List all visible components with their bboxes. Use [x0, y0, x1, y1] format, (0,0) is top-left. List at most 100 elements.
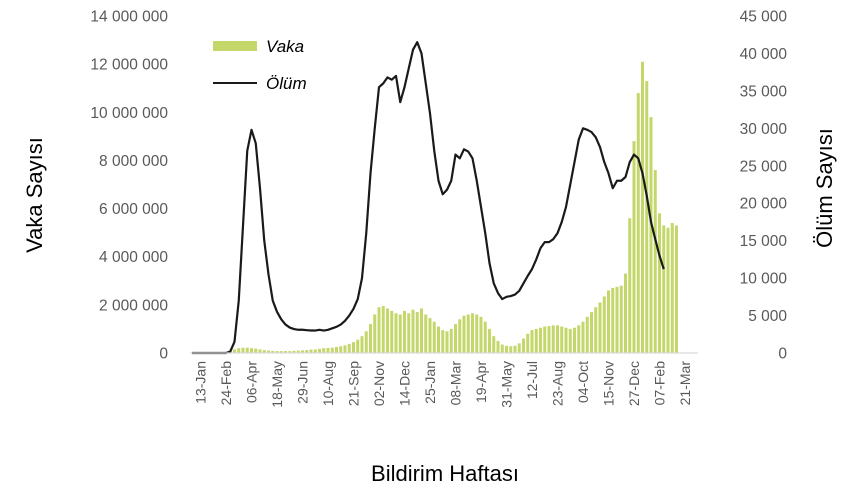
x-tick-label: 12-Jul: [524, 361, 540, 399]
y-left-tick-label: 10 000 000: [90, 105, 168, 122]
bar-vaka: [522, 338, 525, 353]
bar-vaka: [271, 350, 275, 353]
x-tick-label: 07-Feb: [652, 361, 668, 406]
bar-vaka: [577, 325, 581, 353]
bar-vaka: [653, 170, 657, 353]
bar-vaka: [526, 333, 530, 353]
y-left-tick-label: 14 000 000: [90, 9, 168, 26]
bar-vaka: [258, 349, 262, 353]
bar-vaka: [611, 288, 615, 353]
bar-vaka: [475, 314, 479, 353]
bar-vaka: [666, 227, 670, 353]
y-right-tick-label: 0: [778, 346, 787, 363]
x-tick-label: 15-Nov: [601, 361, 617, 406]
bar-vaka: [645, 80, 649, 354]
bar-vaka: [352, 342, 355, 353]
bar-vaka: [488, 328, 491, 353]
y-left-tick-label: 8 000 000: [99, 153, 168, 170]
x-tick-label: 21-Sep: [346, 361, 362, 406]
y-right-tick-label: 30 000: [740, 121, 788, 138]
bar-vaka: [585, 316, 589, 353]
bar-vaka: [296, 350, 300, 353]
bar-vaka: [632, 141, 636, 353]
case-bars: [190, 61, 678, 354]
bar-vaka: [373, 314, 377, 353]
x-tick-label: 29-Jun: [295, 361, 311, 404]
bar-vaka: [462, 315, 466, 353]
bar-vaka: [483, 321, 487, 353]
bar-vaka: [403, 310, 406, 354]
x-tick-label: 06-Apr: [244, 361, 260, 403]
bar-vaka: [369, 324, 372, 353]
series-line-olum: [192, 41, 665, 355]
bar-vaka: [343, 345, 347, 353]
bar-vaka: [394, 313, 398, 353]
bar-vaka: [284, 351, 287, 353]
bar-vaka: [313, 349, 317, 353]
x-tick-label: 10-Aug: [320, 361, 336, 406]
bar-vaka: [233, 349, 236, 353]
y-axis-left-title: Vaka Sayısı: [22, 137, 47, 253]
bar-vaka: [505, 345, 508, 353]
bar-vaka: [556, 325, 559, 353]
bar-vaka: [636, 93, 640, 353]
legend: Vaka Ölüm: [213, 37, 307, 93]
legend-swatch-vaka: [213, 41, 257, 51]
x-tick-label: 08-Mar: [448, 361, 464, 406]
bar-vaka: [245, 347, 249, 353]
x-tick-label: 23-Aug: [550, 361, 566, 406]
bar-vaka: [267, 350, 270, 353]
bar-vaka: [471, 313, 474, 353]
y-right-tick-label: 5 000: [748, 308, 787, 325]
legend-label-olum: Ölüm: [266, 74, 307, 93]
bar-vaka: [517, 343, 521, 353]
bar-vaka: [386, 308, 389, 353]
bar-vaka: [649, 117, 653, 353]
x-axis-ticks: 13-Jan 24-Feb 06-Apr 18-May 29-Jun 10-Aug 21-S…: [193, 361, 694, 408]
y-right-tick-label: 45 000: [740, 9, 788, 26]
bar-vaka: [424, 314, 428, 353]
bar-vaka: [390, 310, 394, 354]
bar-vaka: [454, 324, 457, 353]
bar-vaka: [360, 336, 364, 353]
y-right-tick-label: 25 000: [740, 158, 788, 175]
bar-vaka: [318, 348, 321, 353]
bar-vaka: [411, 309, 415, 353]
bar-vaka: [288, 351, 292, 353]
right-axis-ticks: 0 5 000 10 000 15 000 20 000 25 000 30 000 35 0…: [740, 9, 788, 363]
bar-vaka: [262, 350, 266, 353]
bar-vaka: [492, 336, 496, 353]
bar-vaka: [670, 223, 674, 353]
x-tick-label: 19-Apr: [473, 361, 489, 403]
bar-vaka: [305, 350, 309, 353]
bar-vaka: [568, 328, 572, 353]
bar-vaka: [309, 349, 313, 353]
bar-vaka: [513, 345, 517, 353]
left-axis-ticks: 0 2 000 000 4 000 000 6 000 000 8 000 000 10 …: [90, 9, 168, 363]
x-axis-title: Bildirim Haftası: [371, 461, 519, 486]
bar-vaka: [551, 325, 555, 353]
bar-vaka: [292, 350, 296, 353]
bar-vaka: [641, 61, 644, 354]
bar-vaka: [441, 330, 445, 353]
x-tick-label: 24-Feb: [218, 361, 234, 406]
y-left-tick-label: 6 000 000: [99, 201, 168, 218]
bar-vaka: [356, 339, 360, 353]
bar-vaka: [534, 328, 538, 353]
x-tick-label: 27-Dec: [626, 361, 642, 406]
bar-vaka: [590, 312, 593, 353]
bar-vaka: [279, 351, 283, 353]
legend-label-vaka: Vaka: [266, 37, 304, 56]
bar-vaka: [458, 319, 462, 353]
x-tick-label: 25-Jan: [422, 361, 438, 404]
bar-vaka: [398, 314, 402, 353]
bar-vaka: [560, 326, 564, 353]
bar-vaka: [624, 273, 627, 353]
y-right-tick-label: 10 000: [740, 271, 788, 288]
bar-vaka: [432, 321, 436, 353]
bar-vaka: [530, 330, 534, 353]
bar-vaka: [615, 286, 619, 353]
x-tick-label: 13-Jan: [193, 361, 209, 404]
bar-vaka: [619, 285, 623, 353]
